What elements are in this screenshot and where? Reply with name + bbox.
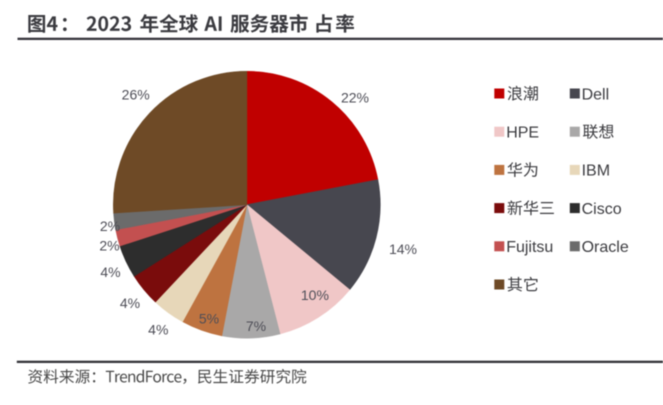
svg-text:22%: 22% (341, 90, 369, 106)
svg-text:Oracle: Oracle (582, 239, 629, 256)
svg-text:HPE: HPE (506, 125, 539, 142)
svg-text:Cisco: Cisco (582, 201, 622, 218)
svg-text:Fujitsu: Fujitsu (506, 239, 553, 256)
svg-text:7%: 7% (246, 318, 266, 334)
svg-text:2%: 2% (100, 218, 120, 234)
svg-text:4%: 4% (120, 295, 140, 311)
svg-text:IBM: IBM (582, 163, 610, 180)
svg-text:4%: 4% (100, 264, 120, 280)
svg-text:4%: 4% (148, 322, 168, 338)
svg-text:10%: 10% (301, 287, 329, 303)
svg-text:26%: 26% (122, 87, 150, 103)
svg-text:14%: 14% (389, 241, 417, 257)
svg-text:2%: 2% (99, 237, 119, 253)
svg-text:Dell: Dell (582, 86, 610, 103)
svg-text:5%: 5% (199, 311, 219, 327)
